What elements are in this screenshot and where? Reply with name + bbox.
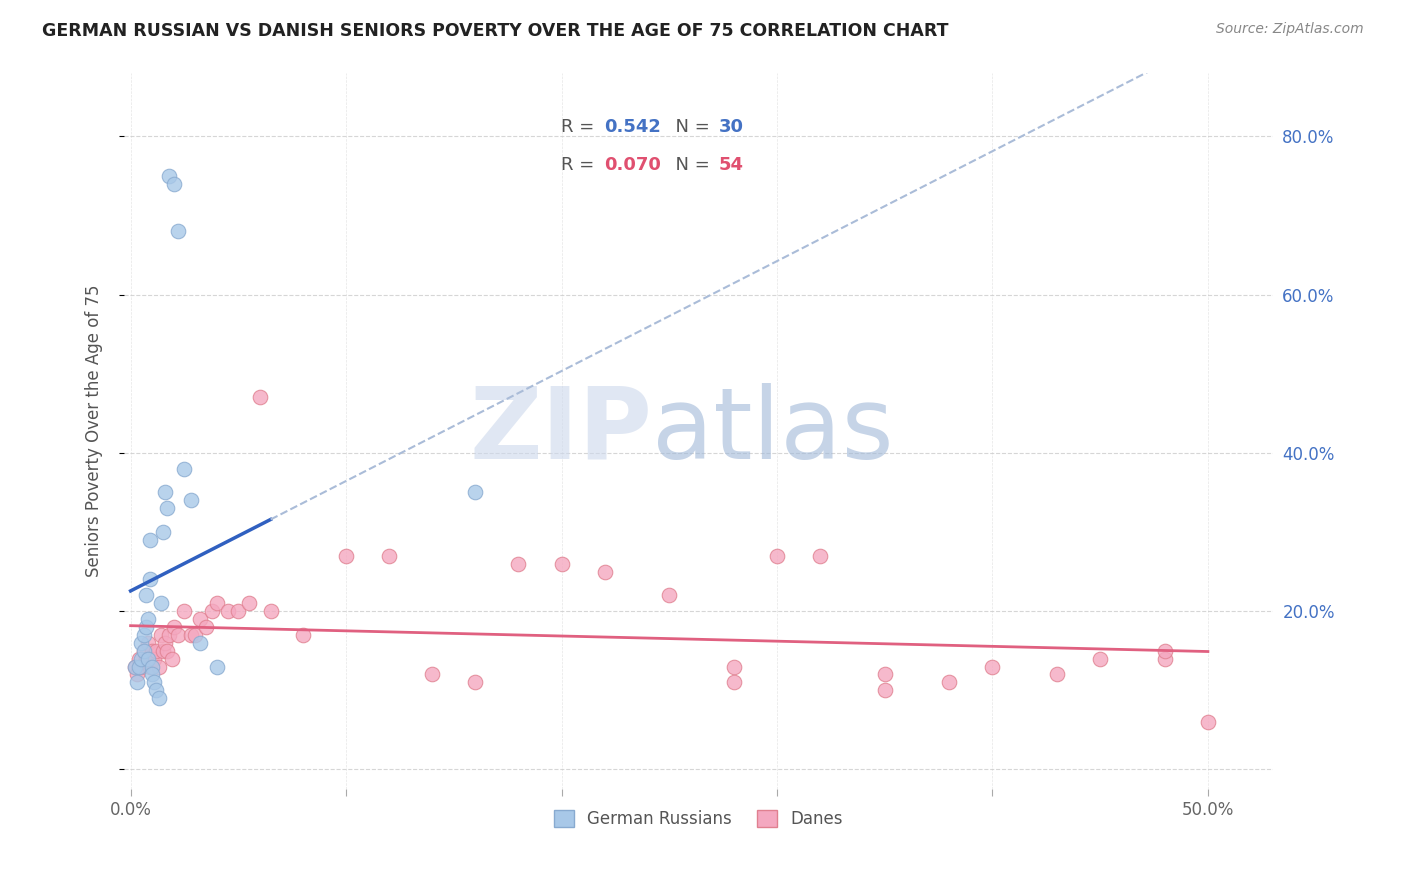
Point <box>228 604 250 618</box>
Point <box>149 628 172 642</box>
Point <box>157 169 180 183</box>
Point <box>180 493 202 508</box>
Point <box>188 612 211 626</box>
Point <box>593 565 616 579</box>
Point <box>131 659 153 673</box>
Point <box>201 604 224 618</box>
Text: GERMAN RUSSIAN VS DANISH SENIORS POVERTY OVER THE AGE OF 75 CORRELATION CHART: GERMAN RUSSIAN VS DANISH SENIORS POVERTY… <box>42 22 949 40</box>
Point <box>139 573 162 587</box>
Point <box>143 675 166 690</box>
Point <box>1197 714 1219 729</box>
Text: N =: N = <box>664 156 716 174</box>
Point <box>464 485 486 500</box>
Point <box>1153 651 1175 665</box>
Point <box>141 659 163 673</box>
Point <box>508 557 530 571</box>
Point <box>464 675 486 690</box>
Point <box>141 644 163 658</box>
Point <box>195 620 218 634</box>
Point <box>938 675 960 690</box>
Point <box>149 596 172 610</box>
Point <box>205 596 228 610</box>
Point <box>259 604 281 618</box>
Point <box>125 667 148 681</box>
Point <box>163 620 186 634</box>
Point <box>131 651 153 665</box>
Text: R =: R = <box>561 156 599 174</box>
Point <box>136 636 159 650</box>
Text: 54: 54 <box>718 156 744 174</box>
Y-axis label: Seniors Poverty Over the Age of 75: Seniors Poverty Over the Age of 75 <box>86 285 103 577</box>
Point <box>132 628 155 642</box>
Point <box>184 628 207 642</box>
Point <box>723 659 745 673</box>
Point <box>128 651 150 665</box>
Point <box>291 628 314 642</box>
Point <box>153 485 176 500</box>
Legend: German Russians, Danes: German Russians, Danes <box>547 803 849 835</box>
Point <box>135 620 157 634</box>
Point <box>188 636 211 650</box>
Point <box>131 636 153 650</box>
Text: R =: R = <box>561 119 599 136</box>
Point <box>135 588 157 602</box>
Point <box>205 659 228 673</box>
Point <box>766 549 789 563</box>
Point <box>378 549 401 563</box>
Text: ZIP: ZIP <box>470 383 652 480</box>
Text: 30: 30 <box>718 119 744 136</box>
Point <box>335 549 357 563</box>
Point <box>1046 667 1069 681</box>
Point <box>128 659 150 673</box>
Point <box>238 596 260 610</box>
Point <box>124 659 146 673</box>
Point <box>420 667 443 681</box>
Point <box>139 533 162 547</box>
Text: 0.542: 0.542 <box>605 119 661 136</box>
Point <box>141 667 163 681</box>
Point <box>160 651 183 665</box>
Point <box>658 588 681 602</box>
Point <box>167 628 190 642</box>
Point <box>136 612 159 626</box>
Point <box>124 659 146 673</box>
Point <box>132 644 155 658</box>
Point <box>873 683 896 698</box>
Point <box>148 659 170 673</box>
Point <box>145 683 167 698</box>
Point <box>148 691 170 706</box>
Point <box>1153 644 1175 658</box>
Point <box>167 224 190 238</box>
Point <box>135 651 157 665</box>
Point <box>153 636 176 650</box>
Point <box>723 675 745 690</box>
Point <box>132 644 155 658</box>
Point <box>981 659 1004 673</box>
Point <box>139 659 162 673</box>
Point <box>145 644 167 658</box>
Point <box>873 667 896 681</box>
Text: atlas: atlas <box>652 383 894 480</box>
Text: N =: N = <box>664 119 716 136</box>
Point <box>156 501 179 516</box>
Point <box>249 391 271 405</box>
Point <box>157 628 180 642</box>
Point <box>173 461 195 475</box>
Point <box>808 549 831 563</box>
Point <box>136 651 159 665</box>
Point <box>152 524 174 539</box>
Point <box>173 604 195 618</box>
Point <box>125 675 148 690</box>
Point <box>143 651 166 665</box>
Text: 0.070: 0.070 <box>605 156 661 174</box>
Point <box>163 177 186 191</box>
Point <box>180 628 202 642</box>
Point <box>156 644 179 658</box>
Point <box>1088 651 1111 665</box>
Point <box>152 644 174 658</box>
Point <box>550 557 572 571</box>
Text: Source: ZipAtlas.com: Source: ZipAtlas.com <box>1216 22 1364 37</box>
Point <box>217 604 239 618</box>
